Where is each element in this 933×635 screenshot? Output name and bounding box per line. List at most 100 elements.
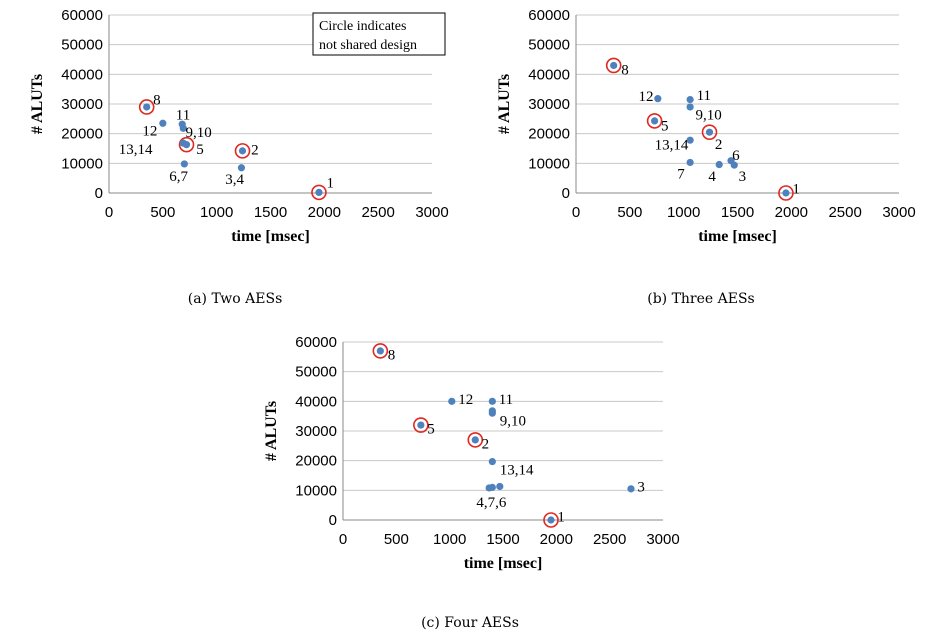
x-tick-label: 1500 (721, 204, 754, 221)
figure-caption: (a) Two AESs (188, 291, 283, 307)
y-tick-label: 20000 (295, 453, 337, 470)
data-point (686, 103, 694, 111)
data-point (488, 457, 496, 466)
x-tick-label: 2000 (775, 204, 808, 221)
x-tick-label: 1500 (254, 204, 287, 221)
x-axis-title: time [msec] (464, 555, 543, 572)
point-label: 2 (251, 143, 259, 159)
unshared-design-circle (138, 99, 155, 115)
point-label: 13,14 (119, 142, 153, 158)
point-label: 9,10 (696, 108, 722, 124)
x-tick-label: 2500 (828, 204, 861, 221)
y-axis-title: # ALUTs (29, 74, 46, 134)
data-point (650, 117, 659, 125)
y-tick-label: 60000 (61, 7, 103, 24)
data-point (547, 516, 555, 524)
point-label: 9,10 (185, 125, 211, 141)
data-point (488, 409, 496, 417)
unshared-design-circle (234, 143, 251, 159)
x-tick-label: 0 (105, 204, 113, 221)
point-label: 1 (557, 509, 565, 525)
x-tick-label: 3000 (882, 204, 915, 221)
point-label: 3 (637, 479, 645, 495)
figure-caption: (b) Three AESs (647, 291, 755, 307)
x-tick-label: 1000 (433, 531, 466, 548)
unshared-design-circle (701, 124, 718, 140)
data-point (448, 397, 456, 405)
data-point (496, 482, 504, 491)
point-label: 5 (661, 118, 669, 134)
point-label: 5 (196, 142, 204, 158)
unshared-design-circle (413, 417, 429, 433)
unshared-design-circle (311, 184, 327, 201)
data-point (315, 188, 323, 197)
point-label: 9,10 (500, 414, 526, 430)
point-label: 6,7 (169, 169, 188, 185)
x-tick-label: 500 (150, 204, 175, 221)
point-label: 2 (715, 137, 723, 153)
x-tick-label: 2000 (308, 204, 341, 221)
x-axis-title: time [msec] (698, 228, 777, 245)
y-tick-label: 50000 (295, 364, 337, 381)
point-label: 8 (621, 63, 629, 79)
y-tick-label: 40000 (61, 66, 103, 83)
x-tick-label: 500 (617, 204, 642, 221)
point-label: 1 (326, 176, 334, 192)
x-tick-label: 0 (339, 531, 347, 548)
data-point (488, 397, 496, 405)
y-tick-label: 20000 (61, 126, 103, 143)
data-point (727, 157, 735, 165)
y-tick-label: 20000 (528, 126, 570, 143)
chart-panel-1: 0 10000 20000 30000 40000 50000 60000 0 500 1000 1… (29, 7, 449, 307)
point-label: 7 (677, 166, 685, 182)
point-label: 13,14 (500, 463, 534, 479)
data-point (782, 189, 790, 197)
point-label: 3 (739, 169, 747, 185)
unshared-design-circle (543, 512, 559, 528)
data-point (159, 119, 167, 127)
figure-caption: (c) Four AESs (421, 615, 519, 631)
point-label: 5 (427, 422, 435, 438)
data-point (238, 147, 247, 155)
point-label: 12 (638, 89, 653, 105)
y-axis-title: # ALUTs (263, 401, 280, 461)
y-tick-label: 30000 (61, 96, 103, 113)
point-label: 8 (153, 93, 161, 109)
x-tick-label: 0 (572, 204, 580, 221)
unshared-design-circle (467, 432, 484, 448)
annotation-text: Circle indicates (319, 19, 406, 34)
y-tick-label: 30000 (528, 96, 570, 113)
data-point (417, 421, 425, 429)
y-tick-label: 10000 (295, 482, 337, 499)
x-tick-label: 1000 (200, 204, 233, 221)
data-point (179, 139, 187, 147)
point-label: 11 (176, 107, 190, 123)
x-tick-label: 2000 (540, 531, 573, 548)
point-label: 11 (697, 88, 711, 104)
y-axis-title: # ALUTs (496, 74, 513, 134)
data-point (471, 436, 479, 444)
data-point (610, 61, 618, 70)
data-point (686, 136, 694, 144)
y-tick-label: 10000 (528, 155, 570, 172)
point-label: 13,14 (655, 138, 689, 154)
y-tick-label: 60000 (528, 7, 570, 24)
chart-panel-3: 0 10000 20000 30000 40000 50000 60000 0 500 1000 1… (263, 334, 680, 631)
y-tick-label: 30000 (295, 423, 337, 440)
y-tick-label: 0 (562, 185, 570, 202)
y-tick-label: 50000 (528, 37, 570, 54)
y-tick-label: 40000 (295, 393, 337, 410)
y-tick-label: 40000 (528, 66, 570, 83)
point-label: 4 (708, 169, 716, 185)
x-tick-label: 3000 (646, 531, 679, 548)
data-point (654, 95, 662, 103)
x-tick-label: 2500 (361, 204, 394, 221)
y-tick-label: 0 (95, 185, 103, 202)
point-label: 12 (142, 124, 157, 140)
x-axis-title: time [msec] (231, 228, 310, 245)
x-tick-label: 1000 (667, 204, 700, 221)
data-point (686, 95, 694, 104)
unshared-design-circle (178, 136, 195, 153)
